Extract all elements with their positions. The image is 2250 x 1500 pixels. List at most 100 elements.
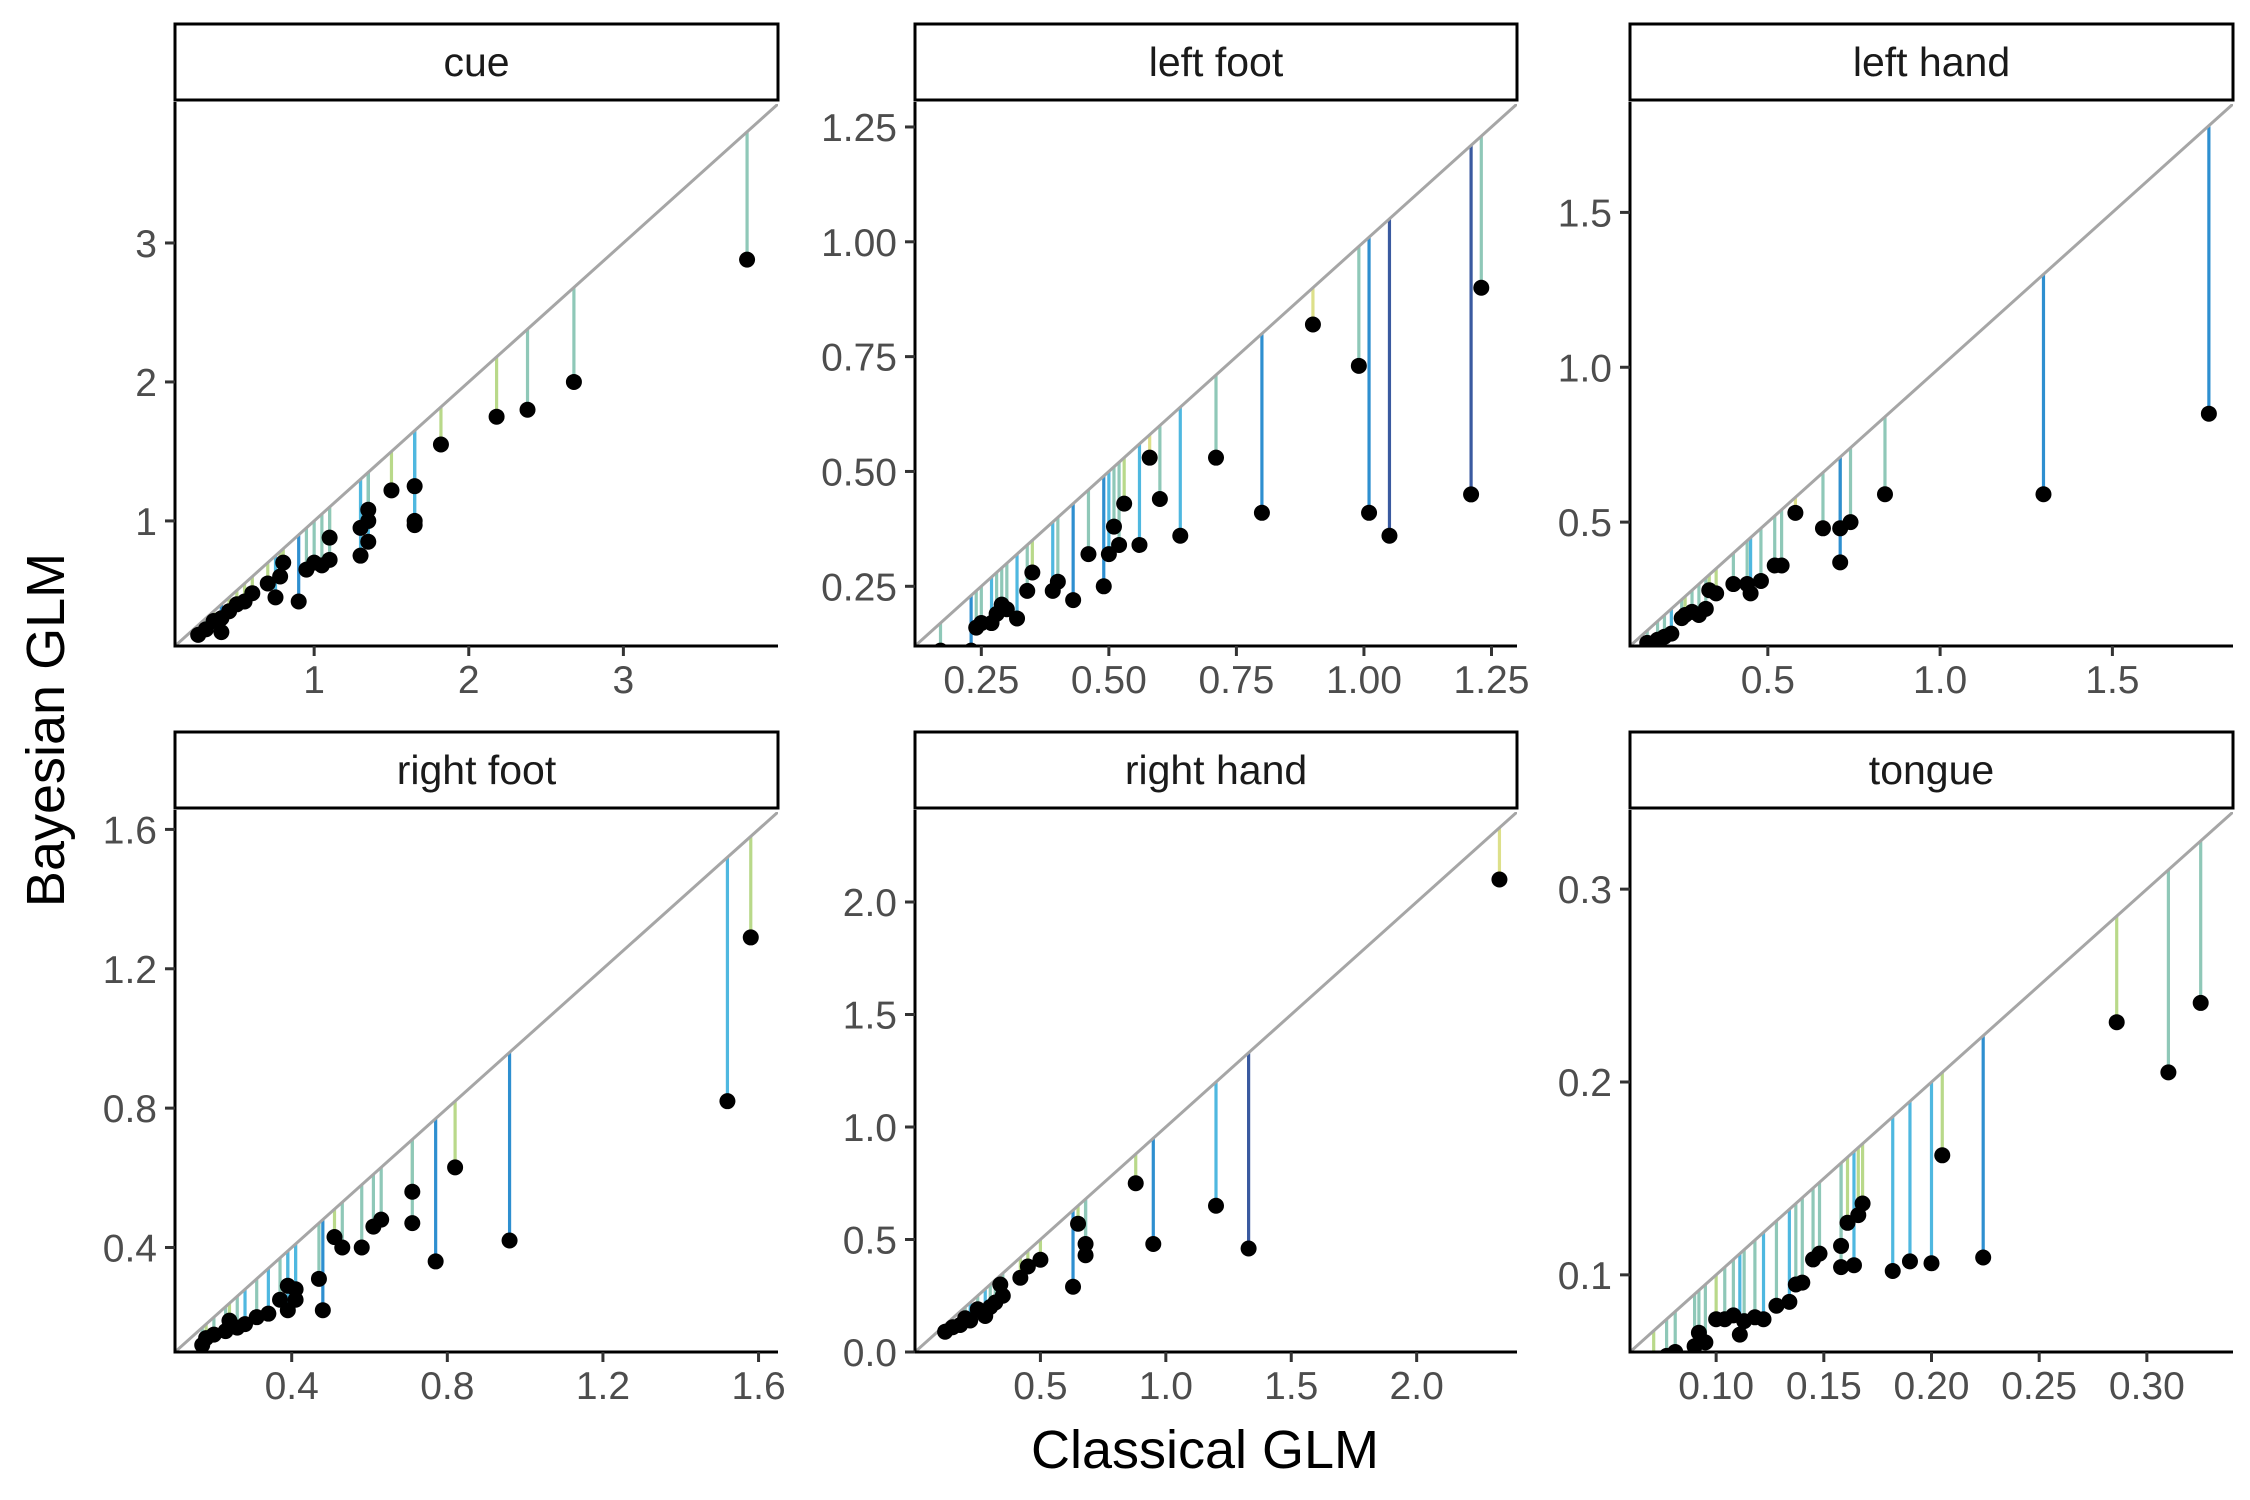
- data-point: [2200, 405, 2217, 422]
- x-tick-label: 0.10: [1678, 1365, 1754, 1408]
- data-point: [1781, 1293, 1798, 1310]
- x-tick-label: 0.15: [1786, 1365, 1862, 1408]
- y-tick-label: 0.25: [821, 566, 897, 609]
- data-point: [383, 482, 400, 499]
- panel: right foot 0.4 0.8 1.2 1.6 0.4 0.8 1.2 1.6: [103, 730, 786, 1408]
- data-point: [1708, 1311, 1725, 1328]
- data-point: [314, 1302, 331, 1319]
- identity-line: [1630, 812, 2233, 1352]
- x-tick-label: 3: [613, 659, 635, 702]
- data-point: [259, 575, 276, 592]
- data-point: [1111, 536, 1128, 553]
- x-tick-label: 0.30: [2109, 1365, 2185, 1408]
- data-point: [1923, 1255, 1940, 1272]
- x-tick-label: 1.0: [1139, 1365, 1193, 1408]
- y-tick-label: 1.25: [821, 107, 897, 150]
- y-tick-label: 0.8: [103, 1088, 157, 1131]
- data-point: [1752, 572, 1769, 589]
- x-tick-label: 1: [303, 659, 325, 702]
- y-tick-label: 1: [135, 501, 157, 544]
- data-point: [1116, 495, 1133, 512]
- data-point: [1876, 486, 1893, 503]
- data-point: [404, 1215, 421, 1232]
- data-point: [1832, 520, 1849, 537]
- y-tick-label: 0.0: [843, 1332, 897, 1375]
- data-point: [248, 1309, 265, 1326]
- data-point: [279, 1277, 296, 1294]
- y-axis-title: Bayesian GLM: [16, 553, 76, 907]
- data-point: [519, 401, 536, 418]
- data-point: [1065, 592, 1082, 609]
- data-point: [968, 619, 985, 636]
- data-point: [1768, 1297, 1785, 1314]
- identity-line: [915, 104, 1517, 646]
- x-tick-label: 0.4: [265, 1365, 319, 1408]
- data-point: [1350, 357, 1367, 374]
- data-point: [1131, 536, 1148, 553]
- identity-line: [175, 812, 778, 1352]
- data-point: [352, 547, 369, 564]
- data-point: [432, 436, 449, 453]
- data-point: [1012, 1269, 1029, 1286]
- data-point: [360, 512, 377, 529]
- data-point: [1070, 1215, 1087, 1232]
- data-point: [719, 1093, 736, 1110]
- data-point: [1032, 1251, 1049, 1268]
- data-point: [937, 1323, 954, 1340]
- x-tick-label: 1.5: [1264, 1365, 1318, 1408]
- data-point: [1901, 1253, 1918, 1270]
- y-tick-label: 1.5: [1558, 192, 1612, 235]
- data-point: [2035, 486, 2052, 503]
- data-point: [1739, 576, 1756, 593]
- panel-strip: [1628, 730, 2235, 810]
- x-tick-label: 0.25: [2001, 1365, 2077, 1408]
- data-point: [1105, 518, 1122, 535]
- panel: left foot 0.25 0.50 0.75 1.00 1.25 0.25 0.50 0.7…: [821, 22, 1529, 702]
- data-point: [1009, 610, 1026, 627]
- data-point: [1208, 449, 1224, 466]
- y-tick-label: 1.0: [843, 1107, 897, 1150]
- data-point: [275, 554, 292, 571]
- panel-strip: [913, 730, 1519, 810]
- data-point: [1080, 546, 1097, 563]
- data-point: [298, 561, 315, 578]
- data-point: [739, 251, 756, 268]
- plot-area: [915, 104, 1517, 646]
- x-axis-title: Classical GLM: [1031, 1420, 1379, 1480]
- data-point: [1673, 610, 1690, 627]
- data-point: [406, 478, 423, 495]
- panels: cue 1 2 3 1 2 3 left foot 0.25 0.50 0.75 1.00 1.25 0.…: [103, 22, 2235, 1408]
- data-point: [1686, 1338, 1703, 1352]
- panel: left hand 0.5 1.0 1.5 0.5 1.0 1.5: [1558, 22, 2235, 702]
- x-tick-label: 1.6: [731, 1365, 785, 1408]
- y-tick-label: 2: [135, 362, 157, 405]
- data-point: [2192, 994, 2209, 1011]
- y-tick-label: 0.75: [821, 337, 897, 380]
- data-point: [404, 1183, 421, 1200]
- data-point: [1805, 1251, 1822, 1268]
- data-point: [427, 1253, 444, 1270]
- data-point: [1833, 1259, 1850, 1276]
- data-point: [2160, 1064, 2177, 1081]
- y-tick-label: 1.6: [103, 809, 157, 852]
- data-point: [1077, 1236, 1094, 1252]
- data-point: [1463, 486, 1480, 503]
- x-tick-label: 2.0: [1390, 1365, 1444, 1408]
- data-point: [1839, 1214, 1856, 1231]
- data-point: [1975, 1249, 1992, 1266]
- y-tick-label: 0.3: [1558, 869, 1612, 912]
- x-tick-label: 1.2: [576, 1365, 630, 1408]
- data-point: [360, 533, 377, 550]
- data-point: [1845, 1257, 1862, 1274]
- data-point: [267, 589, 284, 606]
- y-tick-label: 3: [135, 223, 157, 266]
- data-point: [1019, 1258, 1036, 1275]
- y-tick-label: 0.5: [1558, 502, 1612, 545]
- x-tick-label: 1.00: [1326, 659, 1402, 702]
- data-point: [1253, 504, 1270, 521]
- panel: tongue 0.10 0.15 0.20 0.25 0.30 0.1 0.2 0.3: [1558, 730, 2235, 1408]
- data-point: [1884, 1263, 1901, 1279]
- data-point: [1491, 871, 1508, 888]
- data-point: [1381, 527, 1398, 544]
